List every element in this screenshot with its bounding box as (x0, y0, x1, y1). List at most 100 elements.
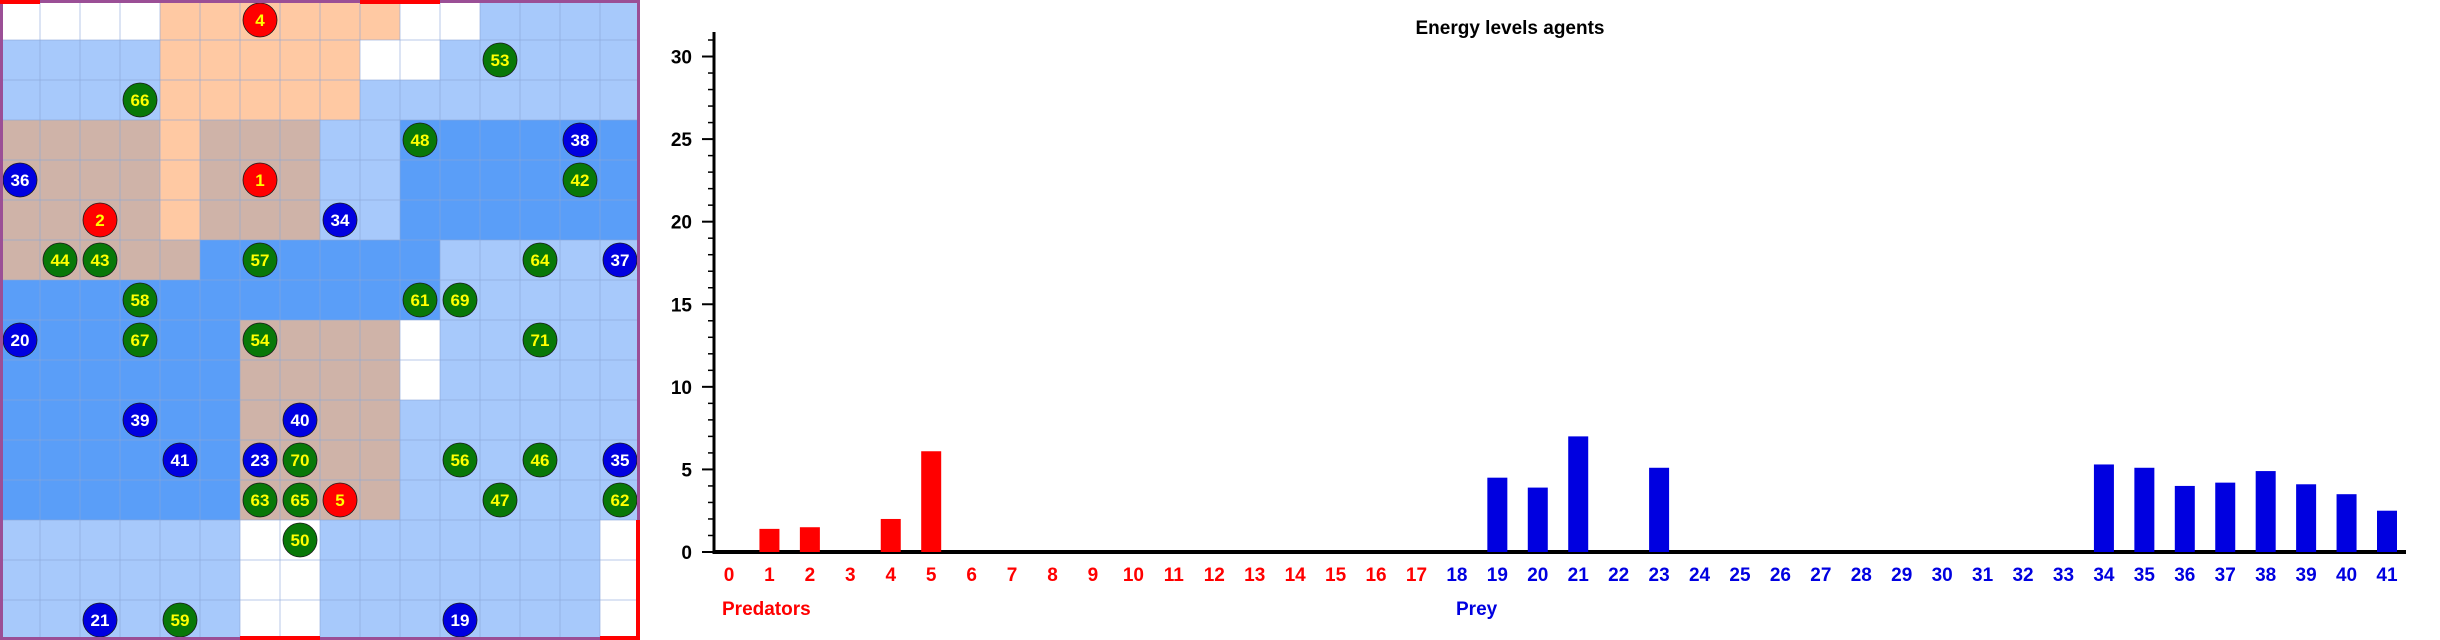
grid-cell (520, 160, 560, 200)
grid-cell (320, 160, 360, 200)
grid-cell (440, 400, 480, 440)
grid-cell (440, 200, 480, 240)
grass-agent-marker (122, 282, 158, 318)
x-tick-label: 16 (1365, 565, 1386, 586)
x-tick-label: 0 (724, 565, 735, 586)
x-tick-label: 20 (1527, 565, 1548, 586)
grid-cell (600, 160, 640, 200)
grid-cell (0, 0, 40, 40)
y-tick-label: 25 (671, 130, 693, 151)
agent-label: 50 (291, 531, 310, 550)
grid-cell (600, 560, 640, 600)
x-tick-label: 32 (2012, 565, 2033, 586)
bar-agent-34 (2093, 464, 2114, 552)
x-tick-label: 3 (845, 565, 856, 586)
grid-cell (320, 240, 360, 280)
grid-cell (520, 0, 560, 40)
grass-agent-71: 71 (522, 322, 558, 358)
x-tick-label: 8 (1047, 565, 1058, 586)
grid-cell (160, 240, 200, 280)
x-tick-label: 25 (1729, 565, 1751, 586)
grass-agent-marker (522, 322, 558, 358)
y-tick-label: 0 (681, 543, 692, 564)
grid-cell (560, 520, 600, 560)
agent-label: 37 (611, 251, 630, 270)
grid-cell (600, 0, 640, 40)
grid-cell (160, 80, 200, 120)
grass-agent-43: 43 (82, 242, 118, 278)
grass-agent-marker (122, 322, 158, 358)
grid-cell (120, 160, 160, 200)
grid-cell (80, 0, 120, 40)
prey-agent-marker (282, 402, 318, 438)
prey-agent-40: 40 (282, 402, 318, 438)
grid-cell (600, 120, 640, 160)
grid-cell (200, 0, 240, 40)
grid-cell (120, 40, 160, 80)
grid-cell (280, 200, 320, 240)
grid-cell (440, 560, 480, 600)
grid-cell (360, 160, 400, 200)
x-tick-label: 12 (1204, 565, 1225, 586)
grid-cell (320, 80, 360, 120)
grid-cell (200, 320, 240, 360)
grid-cell (280, 120, 320, 160)
grid-cell (600, 400, 640, 440)
grid-cell (240, 200, 280, 240)
x-tick-label: 5 (926, 565, 937, 586)
agent-label: 59 (171, 611, 190, 630)
grid-cell (200, 440, 240, 480)
grass-agent-marker (482, 482, 518, 518)
grid-cell (160, 480, 200, 520)
grid-cell (200, 120, 240, 160)
grid-cell (40, 40, 80, 80)
grid-cell (440, 0, 480, 40)
grass-agent-marker (82, 242, 118, 278)
prey-agent-marker (562, 122, 598, 158)
bar-agent-5 (921, 451, 942, 552)
grid-cell (400, 520, 440, 560)
agent-label: 46 (531, 451, 550, 470)
grid-cell (80, 320, 120, 360)
grid-cell (520, 600, 560, 640)
agent-label: 64 (531, 251, 550, 270)
prey-agent-21: 21 (82, 602, 118, 638)
agent-label: 65 (291, 491, 310, 510)
prey-agent-39: 39 (122, 402, 158, 438)
prey-agent-35: 35 (602, 442, 638, 478)
grid-cell (360, 440, 400, 480)
grid-cell (200, 280, 240, 320)
bar-agent-19 (1487, 477, 1508, 552)
bar-agent-41 (2377, 510, 2397, 552)
grid-cell (560, 320, 600, 360)
grid-cell (280, 360, 320, 400)
x-tick-label: 7 (1007, 565, 1018, 586)
grid-cell (80, 120, 120, 160)
grid-cell (360, 200, 400, 240)
grid-cell (600, 520, 640, 560)
grid-cells (0, 0, 640, 640)
grass-agent-62: 62 (602, 482, 638, 518)
y-tick-label: 5 (681, 460, 692, 481)
agent-label: 35 (611, 451, 630, 470)
grid-cell (400, 600, 440, 640)
grass-agent-61: 61 (402, 282, 438, 318)
grid-cell (200, 80, 240, 120)
grid-cell (240, 560, 280, 600)
grid-cell (520, 200, 560, 240)
grid-cell (600, 200, 640, 240)
grid-cell (480, 0, 520, 40)
grass-agent-46: 46 (522, 442, 558, 478)
grid-cell (560, 0, 600, 40)
agent-label: 38 (571, 131, 590, 150)
grid-cell (600, 360, 640, 400)
grid-cell (200, 560, 240, 600)
x-tick-label: 26 (1770, 565, 1791, 586)
agent-label: 19 (451, 611, 470, 630)
grass-agent-marker (442, 442, 478, 478)
grass-agent-67: 67 (122, 322, 158, 358)
grid-cell (120, 440, 160, 480)
